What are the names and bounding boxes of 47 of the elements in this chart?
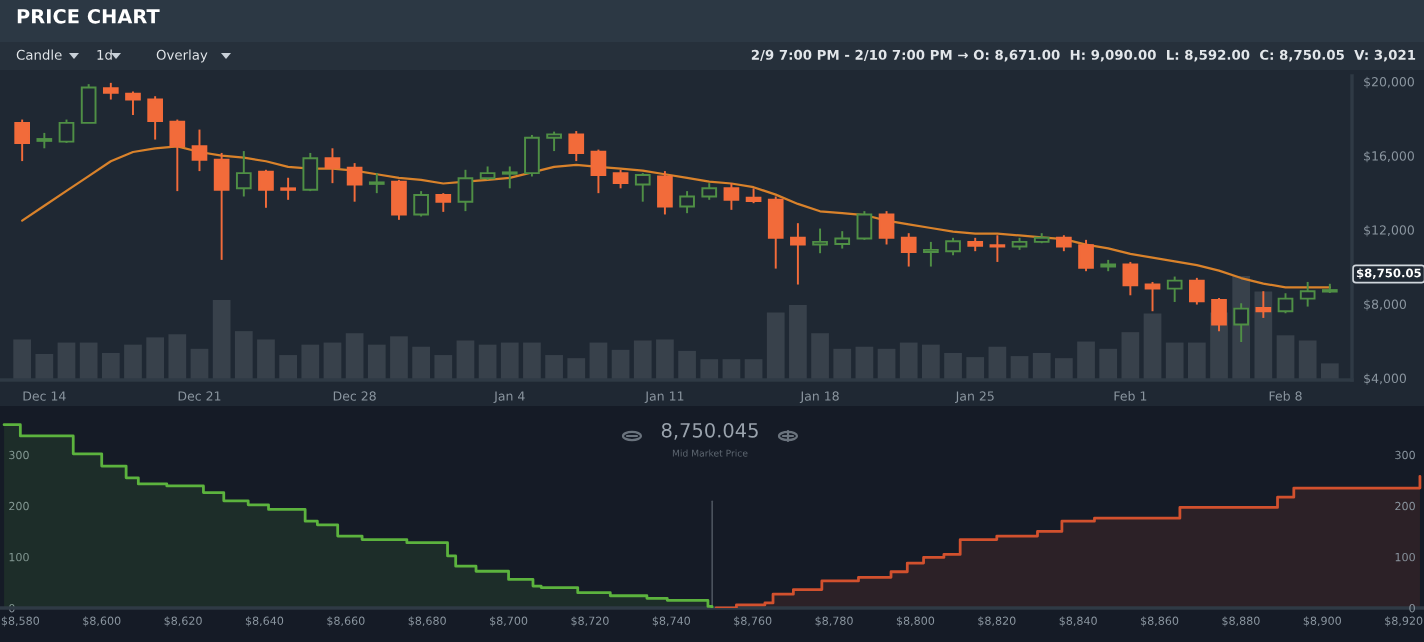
candlestick [723, 182, 740, 211]
candlestick [657, 170, 673, 216]
candlestick [634, 172, 651, 203]
candlestick [501, 165, 518, 190]
candlestick [989, 234, 1006, 263]
candlestick [457, 168, 474, 213]
candlestick [324, 147, 341, 185]
candlestick [368, 172, 385, 195]
candlestick [812, 227, 828, 255]
candlestick [14, 118, 30, 163]
candlestick [191, 128, 208, 173]
candlestick [1144, 280, 1161, 313]
candlestick [391, 178, 407, 221]
candlestick [1122, 260, 1139, 297]
candlestick [413, 190, 429, 218]
candlestick [790, 222, 806, 286]
candlestick [169, 118, 186, 193]
candlestick [58, 118, 75, 144]
candlestick [1299, 280, 1316, 308]
candlestick [767, 195, 784, 270]
candlestick [900, 232, 917, 268]
candlestick [612, 168, 629, 190]
candlestick [1166, 275, 1183, 303]
candlestick [1277, 292, 1294, 315]
candlestick [80, 83, 97, 124]
candlestick [302, 151, 319, 193]
candlestick [1078, 238, 1094, 273]
candlestick [856, 210, 873, 241]
annotation: 8,750.045 [661, 422, 758, 440]
candlestick [679, 190, 695, 215]
candlestick [568, 130, 585, 163]
chart-title: PRICE CHART [17, 8, 160, 24]
candlestick [524, 133, 540, 178]
candlestick [213, 151, 230, 261]
candlestick [546, 130, 562, 153]
candlestick [1189, 276, 1205, 306]
candlestick [147, 95, 163, 141]
candlestick [435, 192, 452, 213]
candlestick [878, 210, 895, 246]
candlestick [280, 176, 296, 201]
candlestick [235, 150, 252, 198]
candlestick [258, 168, 274, 209]
candlestick [346, 162, 363, 203]
candlestick [1255, 290, 1272, 319]
candlestick [590, 148, 607, 195]
candlestick [923, 240, 939, 268]
candlestick [125, 90, 141, 116]
